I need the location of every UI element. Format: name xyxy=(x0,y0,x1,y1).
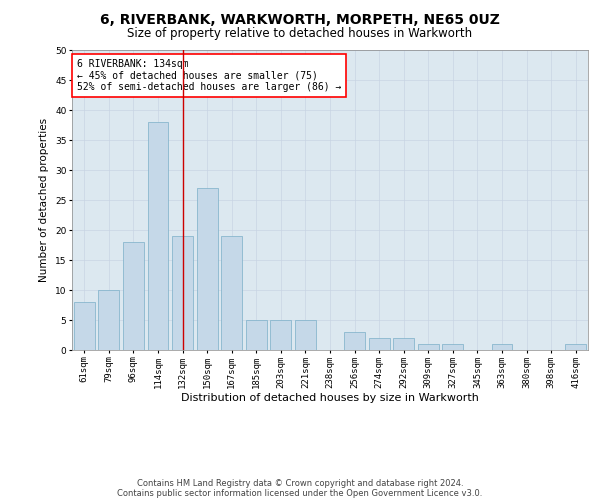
Bar xyxy=(98,290,119,350)
Text: 6, RIVERBANK, WARKWORTH, MORPETH, NE65 0UZ: 6, RIVERBANK, WARKWORTH, MORPETH, NE65 0… xyxy=(100,12,500,26)
Y-axis label: Number of detached properties: Number of detached properties xyxy=(40,118,49,282)
Bar xyxy=(295,320,316,350)
Bar xyxy=(565,344,586,350)
Bar xyxy=(393,338,414,350)
Bar xyxy=(123,242,144,350)
Text: 6 RIVERBANK: 134sqm
← 45% of detached houses are smaller (75)
52% of semi-detach: 6 RIVERBANK: 134sqm ← 45% of detached ho… xyxy=(77,59,341,92)
Bar xyxy=(148,122,169,350)
Text: Contains HM Land Registry data © Crown copyright and database right 2024.: Contains HM Land Registry data © Crown c… xyxy=(137,478,463,488)
Bar xyxy=(271,320,292,350)
Bar xyxy=(491,344,512,350)
Bar xyxy=(344,332,365,350)
Bar xyxy=(418,344,439,350)
Bar xyxy=(368,338,389,350)
Bar xyxy=(74,302,95,350)
Bar xyxy=(172,236,193,350)
Text: Size of property relative to detached houses in Warkworth: Size of property relative to detached ho… xyxy=(127,28,473,40)
Bar xyxy=(221,236,242,350)
Text: Contains public sector information licensed under the Open Government Licence v3: Contains public sector information licen… xyxy=(118,488,482,498)
Bar xyxy=(442,344,463,350)
Bar xyxy=(246,320,267,350)
Bar xyxy=(197,188,218,350)
X-axis label: Distribution of detached houses by size in Warkworth: Distribution of detached houses by size … xyxy=(181,394,479,404)
